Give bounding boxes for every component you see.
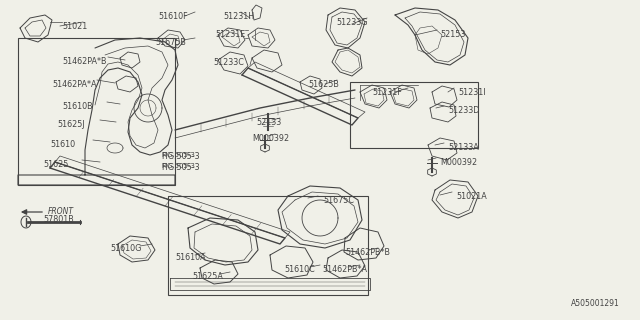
Text: 51625: 51625 — [43, 160, 68, 169]
Text: M000392: M000392 — [440, 158, 477, 167]
Text: 51610B: 51610B — [62, 102, 93, 111]
Text: 52153: 52153 — [440, 30, 465, 39]
Text: FIG.505-3: FIG.505-3 — [161, 152, 195, 158]
Text: 51610A: 51610A — [175, 253, 205, 262]
Text: 51675C: 51675C — [323, 196, 354, 205]
Text: 51610G: 51610G — [110, 244, 141, 253]
Text: A505001291: A505001291 — [572, 299, 620, 308]
Text: 57801B: 57801B — [43, 215, 74, 224]
Text: 51231E: 51231E — [215, 30, 245, 39]
Text: 51462PA*B: 51462PA*B — [62, 57, 106, 66]
Text: 51021: 51021 — [62, 22, 87, 31]
Text: 51462PA*A: 51462PA*A — [52, 80, 97, 89]
Text: 51625B: 51625B — [308, 80, 339, 89]
Bar — [350, 82, 478, 148]
Text: 51462PB*A: 51462PB*A — [322, 265, 367, 274]
Text: 52133A: 52133A — [448, 143, 479, 152]
Text: 51231H: 51231H — [223, 12, 254, 21]
Text: 51610: 51610 — [50, 140, 75, 149]
Text: 51233G: 51233G — [336, 18, 367, 27]
Text: 51675B: 51675B — [155, 38, 186, 47]
Text: FRONT: FRONT — [48, 207, 74, 217]
Text: 51462PB*B: 51462PB*B — [345, 248, 390, 257]
Text: 51231I: 51231I — [458, 88, 486, 97]
Text: 51610C: 51610C — [284, 265, 315, 274]
Text: 51625J: 51625J — [57, 120, 84, 129]
Text: 51233C: 51233C — [213, 58, 244, 67]
Text: 51231F: 51231F — [372, 88, 402, 97]
Text: M000392: M000392 — [252, 134, 289, 143]
Text: 52133: 52133 — [256, 118, 281, 127]
Text: FIG.505-3: FIG.505-3 — [161, 163, 195, 169]
Text: 51610F: 51610F — [158, 12, 188, 21]
Text: FIG.505-3: FIG.505-3 — [161, 163, 200, 172]
Bar — [168, 196, 368, 295]
Text: 51233D: 51233D — [448, 106, 479, 115]
Text: 51021A: 51021A — [456, 192, 487, 201]
Text: 51625A: 51625A — [192, 272, 223, 281]
Text: FIG.505-3: FIG.505-3 — [161, 152, 200, 161]
Bar — [18, 38, 175, 185]
